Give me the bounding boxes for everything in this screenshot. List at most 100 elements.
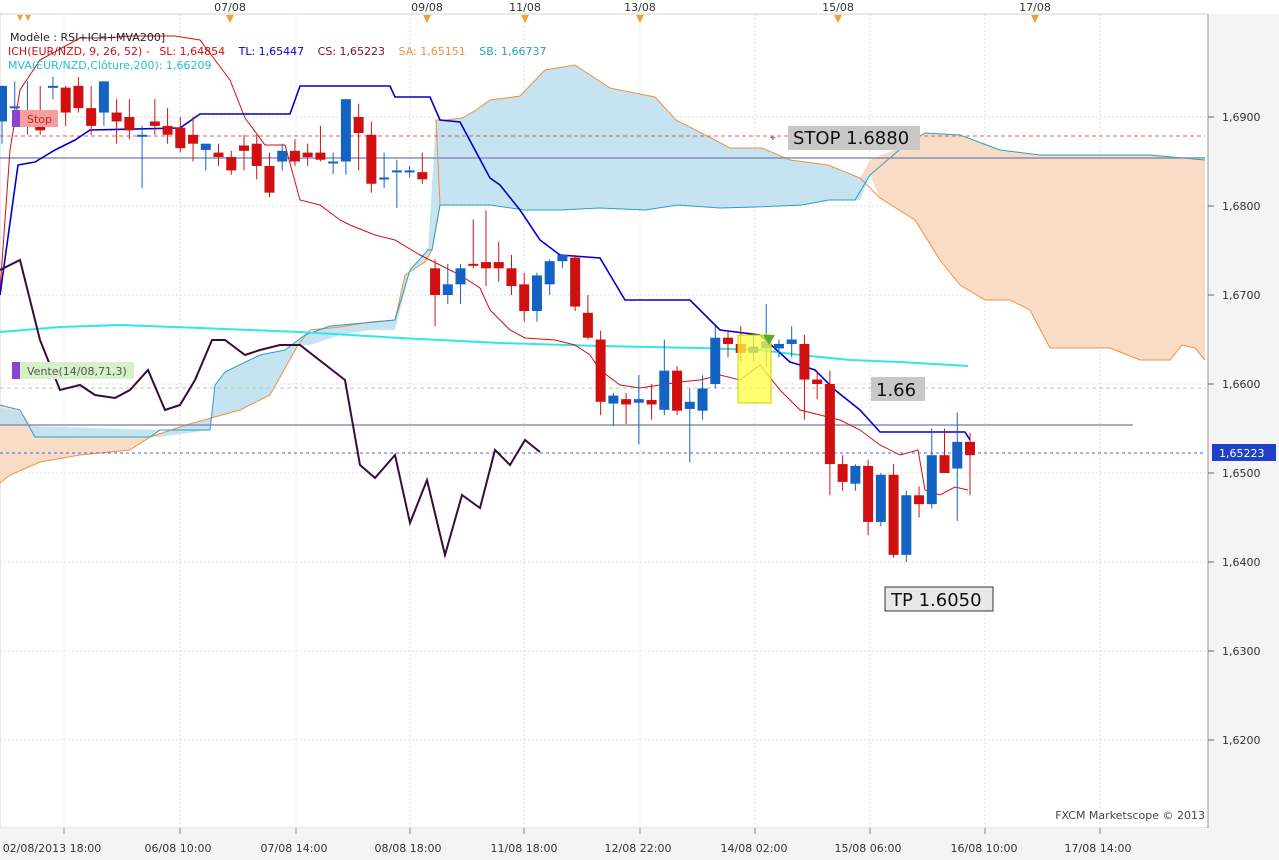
candlestick[interactable] [111, 99, 122, 144]
candlestick[interactable] [404, 165, 415, 178]
candlestick[interactable] [124, 99, 135, 140]
time-axis: 02/08/2013 18:00 06/08 10:00 07/08 14:00 08… [0, 828, 1208, 860]
candlestick[interactable] [646, 384, 657, 420]
candlestick[interactable] [672, 366, 683, 416]
candlestick[interactable] [710, 326, 721, 389]
ich-tl: TL: 1,65447 [238, 45, 305, 58]
candlestick[interactable] [340, 99, 351, 175]
candle-body [723, 337, 733, 344]
candlestick[interactable] [98, 81, 109, 126]
candlestick[interactable] [442, 263, 453, 304]
candlestick[interactable] [289, 139, 300, 166]
date-marker-icon [636, 15, 644, 23]
candlestick[interactable] [723, 330, 733, 358]
candlestick[interactable] [251, 134, 262, 180]
stop-order-tag[interactable]: Stop [12, 110, 58, 127]
candlestick[interactable] [773, 339, 784, 358]
price-label: 1,6900 [1222, 111, 1261, 124]
candlestick[interactable] [837, 455, 848, 491]
candlestick[interactable] [149, 99, 160, 135]
candle-body [531, 275, 542, 312]
candlestick[interactable] [379, 152, 390, 189]
candle-body [124, 117, 135, 131]
candle-body [98, 81, 109, 113]
candlestick[interactable] [60, 85, 71, 126]
candlestick[interactable] [391, 159, 402, 208]
candlestick[interactable] [200, 143, 211, 171]
candlestick[interactable] [608, 392, 619, 426]
candlestick[interactable] [582, 295, 593, 340]
candlestick[interactable] [926, 428, 937, 509]
candlestick[interactable] [697, 375, 708, 420]
current-price-tag-bg [1212, 444, 1276, 461]
candlestick[interactable] [888, 464, 899, 558]
price-label: 1,6500 [1222, 467, 1261, 480]
candlestick[interactable] [328, 152, 339, 174]
candlestick[interactable] [277, 143, 288, 171]
candlestick[interactable] [965, 432, 975, 496]
candlestick[interactable] [824, 370, 835, 496]
candlestick[interactable] [86, 85, 97, 135]
candlestick[interactable] [239, 134, 249, 171]
candlestick[interactable] [47, 76, 58, 100]
candlestick[interactable] [914, 486, 925, 518]
top-date-axis: 07/08 09/08 11/08 13/08 15/08 17/08 [17, 1, 1051, 23]
candlestick[interactable] [799, 335, 810, 420]
candlestick[interactable] [162, 108, 173, 144]
candle-body [366, 134, 377, 184]
candlestick[interactable] [621, 392, 632, 425]
time-label: 02/08/2013 18:00 [3, 842, 102, 855]
candlestick[interactable] [226, 150, 237, 175]
candlestick[interactable] [812, 370, 823, 400]
candlestick[interactable] [366, 121, 377, 193]
candlestick[interactable] [73, 76, 84, 113]
candlestick[interactable] [455, 263, 466, 304]
candle-body [162, 125, 173, 135]
candlestick[interactable] [175, 117, 186, 153]
candle-body [850, 465, 861, 484]
candlestick[interactable] [633, 375, 644, 445]
candlestick[interactable] [875, 473, 886, 527]
candlestick[interactable] [481, 210, 491, 287]
candlestick[interactable] [137, 125, 148, 189]
candlestick[interactable] [786, 326, 797, 358]
candlestick[interactable] [531, 272, 542, 322]
candle-body [137, 134, 148, 137]
candlestick[interactable] [570, 254, 581, 312]
date-marker-icon [25, 15, 31, 21]
candlestick[interactable] [213, 143, 224, 166]
level-label: 1.66 [876, 380, 916, 401]
candlestick[interactable] [506, 254, 517, 295]
candlestick[interactable] [430, 259, 441, 327]
candlestick[interactable] [952, 412, 963, 522]
candlestick[interactable] [544, 259, 555, 295]
candlestick[interactable] [595, 330, 606, 416]
candlestick[interactable] [315, 125, 326, 162]
candlestick[interactable] [659, 339, 670, 416]
candlestick[interactable] [302, 143, 313, 166]
candlestick[interactable] [353, 103, 364, 171]
price-label: 1,6200 [1222, 734, 1261, 747]
stop-label-bg [788, 126, 920, 150]
date-marker-icon [423, 15, 431, 23]
candlestick[interactable] [863, 459, 874, 536]
candlestick[interactable] [0, 85, 7, 144]
candlestick[interactable] [519, 272, 530, 322]
candlestick[interactable] [850, 464, 861, 491]
candlestick[interactable] [417, 152, 428, 184]
ichimoku-cloud-bear-left [0, 405, 150, 483]
candlestick[interactable] [684, 388, 695, 463]
candlestick[interactable] [557, 254, 568, 269]
candle-body [442, 284, 453, 295]
candlestick[interactable] [493, 241, 504, 282]
candlestick[interactable] [264, 152, 275, 198]
candlestick[interactable] [901, 490, 912, 562]
candlesticks[interactable] [0, 76, 975, 562]
candle-body [519, 284, 530, 312]
candlestick[interactable] [468, 219, 479, 269]
candle-body [544, 261, 555, 285]
candlestick[interactable] [188, 117, 199, 162]
sell-signal-tag[interactable]: Vente(14/08,71,3) [12, 362, 134, 379]
candlestick[interactable] [939, 428, 950, 474]
